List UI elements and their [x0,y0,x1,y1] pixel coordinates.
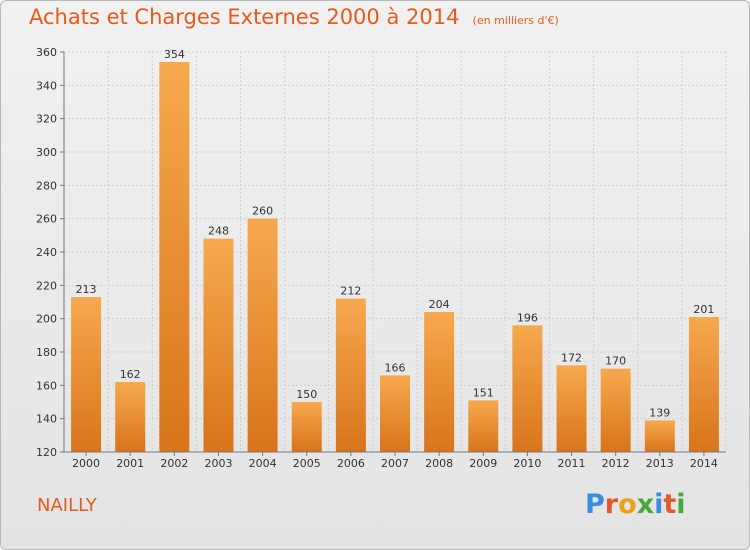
y-tick-label: 320 [36,113,57,126]
y-tick-label: 120 [36,446,57,459]
bar-value-label: 172 [561,351,582,364]
x-tick-label: 2012 [602,457,630,470]
bar [688,317,719,452]
y-tick-label: 340 [36,79,57,92]
y-tick-label: 180 [36,346,57,359]
logo-letter: t [663,489,677,520]
proxiti-logo: Proxiti [585,489,686,520]
axes: 120 140 160 180 200 220 240 260 280 300 320 340 360 2… [36,46,726,470]
chart-title: Achats et Charges Externes 2000 à 2014 (… [29,5,559,29]
bar-value-label: 204 [429,298,450,311]
y-tick-label: 200 [36,313,57,326]
logo-letter: i [654,489,664,520]
bar-value-label: 170 [605,355,626,368]
y-tick-label: 220 [36,279,57,292]
y-tick-label: 360 [36,46,57,59]
bar [600,368,631,452]
bar-value-label: 162 [120,368,141,381]
bar-value-label: 213 [76,283,97,296]
bar-value-label: 260 [252,205,273,218]
y-tick-label: 140 [36,413,57,426]
bar [556,365,587,452]
bar [159,62,190,452]
y-tick-label: 300 [36,146,57,159]
bar [335,298,366,452]
bar [424,312,455,452]
bar-value-label: 248 [208,225,229,238]
bar [291,402,322,452]
x-tick-label: 2007 [381,457,409,470]
bar-value-label: 166 [385,361,406,374]
bar-value-label: 201 [693,303,714,316]
bar [468,400,499,452]
logo-letter: o [618,489,637,520]
chart-unit-note: (en milliers d'€) [472,14,559,27]
x-tick-label: 2008 [425,457,453,470]
logo-letter: x [636,489,655,520]
x-tick-label: 2001 [116,457,144,470]
bar [247,218,278,452]
x-tick-label: 2014 [690,457,718,470]
x-tick-label: 2000 [72,457,100,470]
x-tick-label: 2002 [160,457,188,470]
y-tick-label: 160 [36,379,57,392]
commune-name: NAILLY [37,495,97,516]
bar [203,238,234,452]
bar-value-label: 151 [473,386,494,399]
chart-title-text: Achats et Charges Externes 2000 à 2014 [29,5,460,29]
bar [512,325,543,452]
logo-letter: r [604,489,619,520]
x-tick-label: 2010 [513,457,541,470]
x-tick-label: 2005 [293,457,321,470]
y-tick-label: 240 [36,246,57,259]
y-tick-label: 280 [36,179,57,192]
bar-value-label: 212 [340,285,361,298]
x-tick-label: 2011 [558,457,586,470]
x-tick-label: 2004 [249,457,277,470]
y-tick-label: 260 [36,213,57,226]
bar-value-label: 196 [517,311,538,324]
bar-value-label: 150 [296,388,317,401]
x-tick-label: 2006 [337,457,365,470]
x-tick-label: 2003 [204,457,232,470]
x-tick-label: 2009 [469,457,497,470]
logo-letter: P [585,489,605,520]
bar [380,375,410,452]
bar-value-label: 354 [164,48,185,61]
logo-letter: i [676,489,686,520]
x-tick-label: 2013 [646,457,674,470]
bars: 213 162 354 248 260 150 212 166 204 151 196 172 170 1… [71,48,719,452]
bar-value-label: 139 [649,406,670,419]
bar [115,382,146,452]
bar [71,297,102,452]
bar [644,420,675,452]
